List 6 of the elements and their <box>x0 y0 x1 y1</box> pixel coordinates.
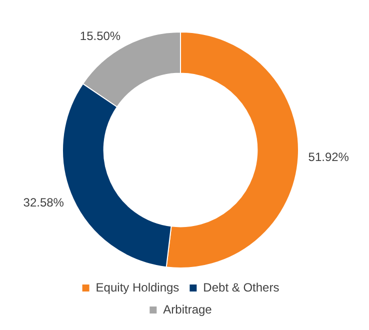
legend-label: Debt & Others <box>203 280 280 294</box>
data-label: 51.92% <box>308 150 350 164</box>
legend-label: Equity Holdings <box>96 280 180 294</box>
data-label: 32.58% <box>23 195 64 210</box>
legend-label: Arbitrage <box>163 302 212 316</box>
data-label: 15.50% <box>80 29 121 44</box>
